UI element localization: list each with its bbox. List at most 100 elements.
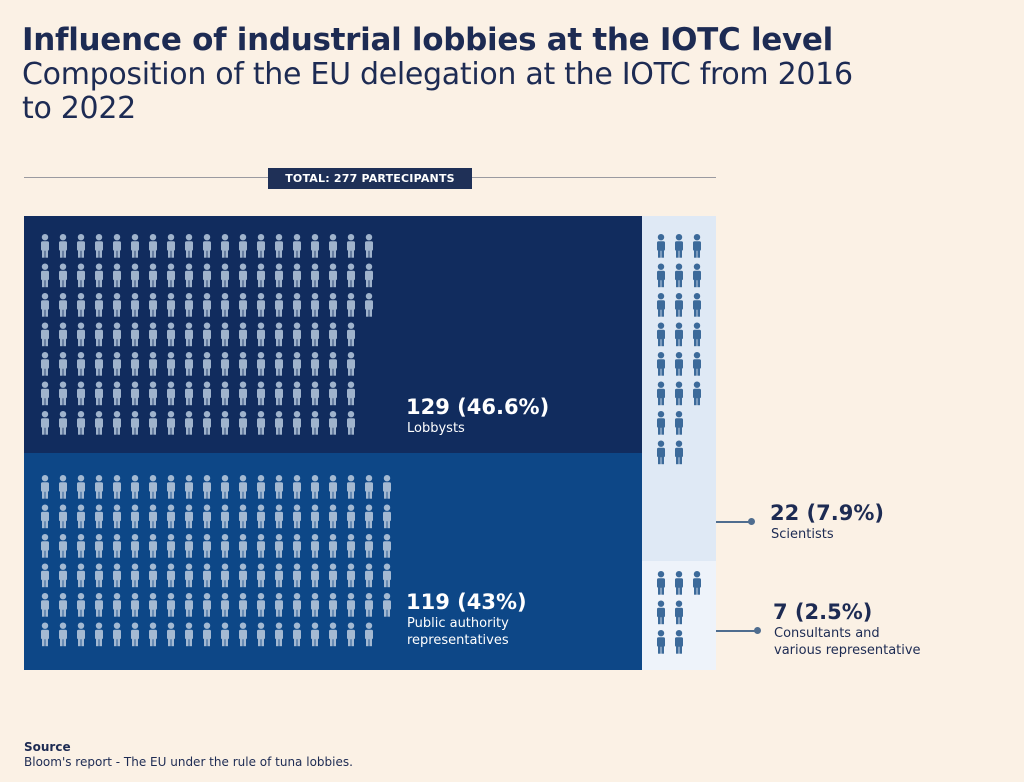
lobbyst-person-icon [329,322,337,347]
scientists-connector-dot [748,518,755,525]
scientist-person-icon [675,322,683,347]
lobbyst-person-icon [311,263,319,288]
public-authority-person-icon [59,593,67,617]
public-authority-person-icon [185,534,193,558]
lobbyst-person-icon [95,352,103,376]
public-authority-value: 119 (43%) [406,590,527,614]
public-authority-person-icon [113,563,121,588]
lobbyst-person-icon [77,234,85,258]
scientist-person-icon [657,352,665,376]
public-authority-person-icon [185,504,193,529]
public-authority-person-icon [185,475,193,499]
public-authority-person-icon [77,593,85,617]
lobbyst-person-icon [131,293,139,317]
lobbyst-person-icon [149,381,157,406]
lobbyst-person-icon [365,293,373,317]
consultant-person-icon [657,630,665,654]
lobbyst-person-icon [239,234,247,258]
public-authority-person-icon [275,593,283,617]
lobbyst-person-icon [131,381,139,406]
lobbyst-person-icon [149,411,157,435]
public-authority-person-icon [41,534,49,558]
lobbyst-person-icon [221,234,229,258]
lobbyst-person-icon [365,234,373,258]
public-authority-person-icon [95,504,103,529]
lobbyst-person-icon [167,234,175,258]
consultants-connector-dot [754,627,761,634]
lobbyst-person-icon [41,411,49,435]
lobbyst-person-icon [203,381,211,406]
public-authority-person-icon [95,622,103,647]
consultants-label-line1: Consultants and [774,626,880,641]
consultants-connector-line [716,630,756,632]
consultant-person-icon [657,600,665,625]
lobbyst-person-icon [77,411,85,435]
lobbyst-person-icon [239,293,247,317]
lobbyst-person-icon [95,234,103,258]
lobbyst-person-icon [293,381,301,406]
lobbyst-person-icon [221,352,229,376]
public-authority-person-icon [365,622,373,647]
public-authority-person-icon [59,504,67,529]
scientist-person-icon [675,411,683,435]
public-authority-person-icon [149,593,157,617]
lobbyst-person-icon [113,381,121,406]
public-authority-person-icon [131,475,139,499]
lobbyst-person-icon [257,411,265,435]
public-authority-person-icon [167,593,175,617]
lobbyst-person-icon [149,234,157,258]
public-authority-person-icon [239,504,247,529]
scientist-person-icon [657,381,665,406]
public-authority-person-icon [275,475,283,499]
public-authority-person-icon [347,563,355,588]
lobbyst-person-icon [185,381,193,406]
lobbyst-person-icon [293,352,301,376]
lobbyst-person-icon [239,352,247,376]
public-authority-person-icon [311,563,319,588]
lobbyst-person-icon [41,322,49,347]
public-authority-person-icon [311,475,319,499]
scientist-person-icon [675,352,683,376]
lobbyst-person-icon [41,293,49,317]
lobbyst-person-icon [59,322,67,347]
lobbyst-person-icon [239,322,247,347]
lobbyst-person-icon [239,411,247,435]
lobbyst-person-icon [275,263,283,288]
lobbyst-person-icon [59,411,67,435]
scientist-person-icon [657,263,665,288]
lobbyst-person-icon [347,381,355,406]
public-authority-person-icon [275,504,283,529]
public-authority-person-icon [221,563,229,588]
public-authority-person-icon [131,593,139,617]
lobbyst-person-icon [275,322,283,347]
public-authority-person-icon [293,593,301,617]
lobbyst-person-icon [203,293,211,317]
public-authority-person-icon [365,563,373,588]
public-authority-person-icon [221,504,229,529]
public-authority-person-icon [365,504,373,529]
lobbyst-person-icon [257,263,265,288]
lobbyst-person-icon [95,322,103,347]
public-authority-person-icon [347,622,355,647]
public-authority-person-icon [329,534,337,558]
public-authority-person-icon [95,475,103,499]
public-authority-person-icon [239,475,247,499]
public-authority-person-icon [77,504,85,529]
public-authority-person-icon [293,622,301,647]
lobbyst-person-icon [77,381,85,406]
public-authority-person-icon [167,534,175,558]
lobbyst-person-icon [149,352,157,376]
public-authority-person-icon [275,622,283,647]
lobbyst-person-icon [203,322,211,347]
scientist-person-icon [675,234,683,258]
public-authority-person-icon [311,504,319,529]
lobbyst-person-icon [131,322,139,347]
public-authority-person-icon [239,593,247,617]
lobbyst-person-icon [95,411,103,435]
lobbyst-person-icon [203,234,211,258]
chart-subtitle: Composition of the EU delegation at the … [22,57,853,126]
public-authority-person-icon [293,475,301,499]
public-authority-person-icon [383,475,391,499]
scientist-person-icon [693,352,701,376]
consultant-person-icon [675,600,683,625]
